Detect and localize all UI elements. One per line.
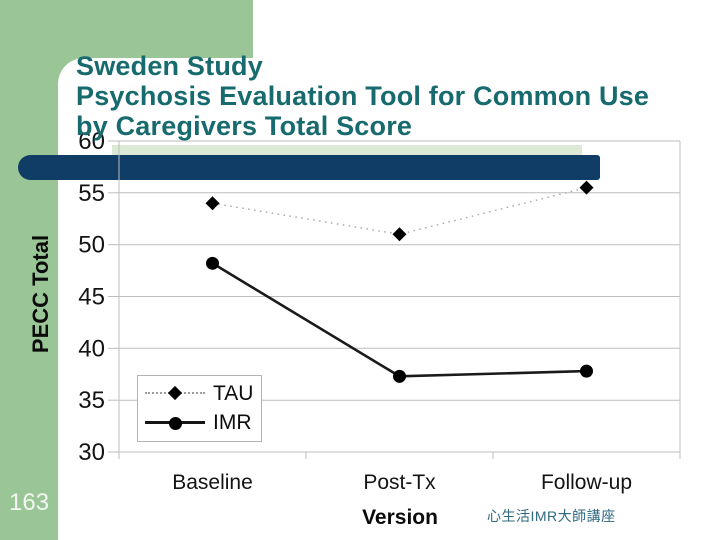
footer-text: 心生活IMR大師講座 xyxy=(487,508,616,524)
svg-text:45: 45 xyxy=(78,284,105,311)
imr-line-sample xyxy=(145,416,205,431)
svg-text:55: 55 xyxy=(78,180,105,207)
svg-text:35: 35 xyxy=(78,387,105,414)
legend-item-imr: IMR xyxy=(145,409,261,437)
slide-title: Sweden Study Psychosis Evaluation Tool f… xyxy=(76,51,696,141)
chart-legend: TAU IMR xyxy=(137,375,262,442)
page-number: 163 xyxy=(9,489,50,516)
y-axis-title: PECC Total xyxy=(28,234,53,354)
slide-title-line-1: Sweden Study xyxy=(76,51,263,81)
svg-text:Follow-up: Follow-up xyxy=(541,471,632,494)
slide-title-line-2: Psychosis Evaluation Tool for Common Use xyxy=(76,81,650,111)
svg-text:Baseline: Baseline xyxy=(172,471,253,494)
svg-text:Post-Tx: Post-Tx xyxy=(363,471,436,494)
svg-text:50: 50 xyxy=(78,232,105,259)
svg-text:40: 40 xyxy=(78,335,105,362)
diamond-marker-icon xyxy=(167,386,183,401)
pale-green-strip xyxy=(112,145,582,155)
content-panel xyxy=(58,58,720,540)
svg-text:60: 60 xyxy=(78,128,105,155)
navy-accent-bar xyxy=(18,155,600,180)
tau-line-sample xyxy=(145,386,205,401)
legend-item-tau: TAU xyxy=(145,380,261,408)
slide-title-line-3: by Caregivers Total Score xyxy=(76,111,413,141)
circle-marker-icon xyxy=(169,416,182,430)
svg-text:30: 30 xyxy=(78,439,105,466)
legend-label-imr: IMR xyxy=(213,411,252,435)
x-axis-title: Version xyxy=(362,506,438,529)
legend-label-tau: TAU xyxy=(213,381,254,405)
